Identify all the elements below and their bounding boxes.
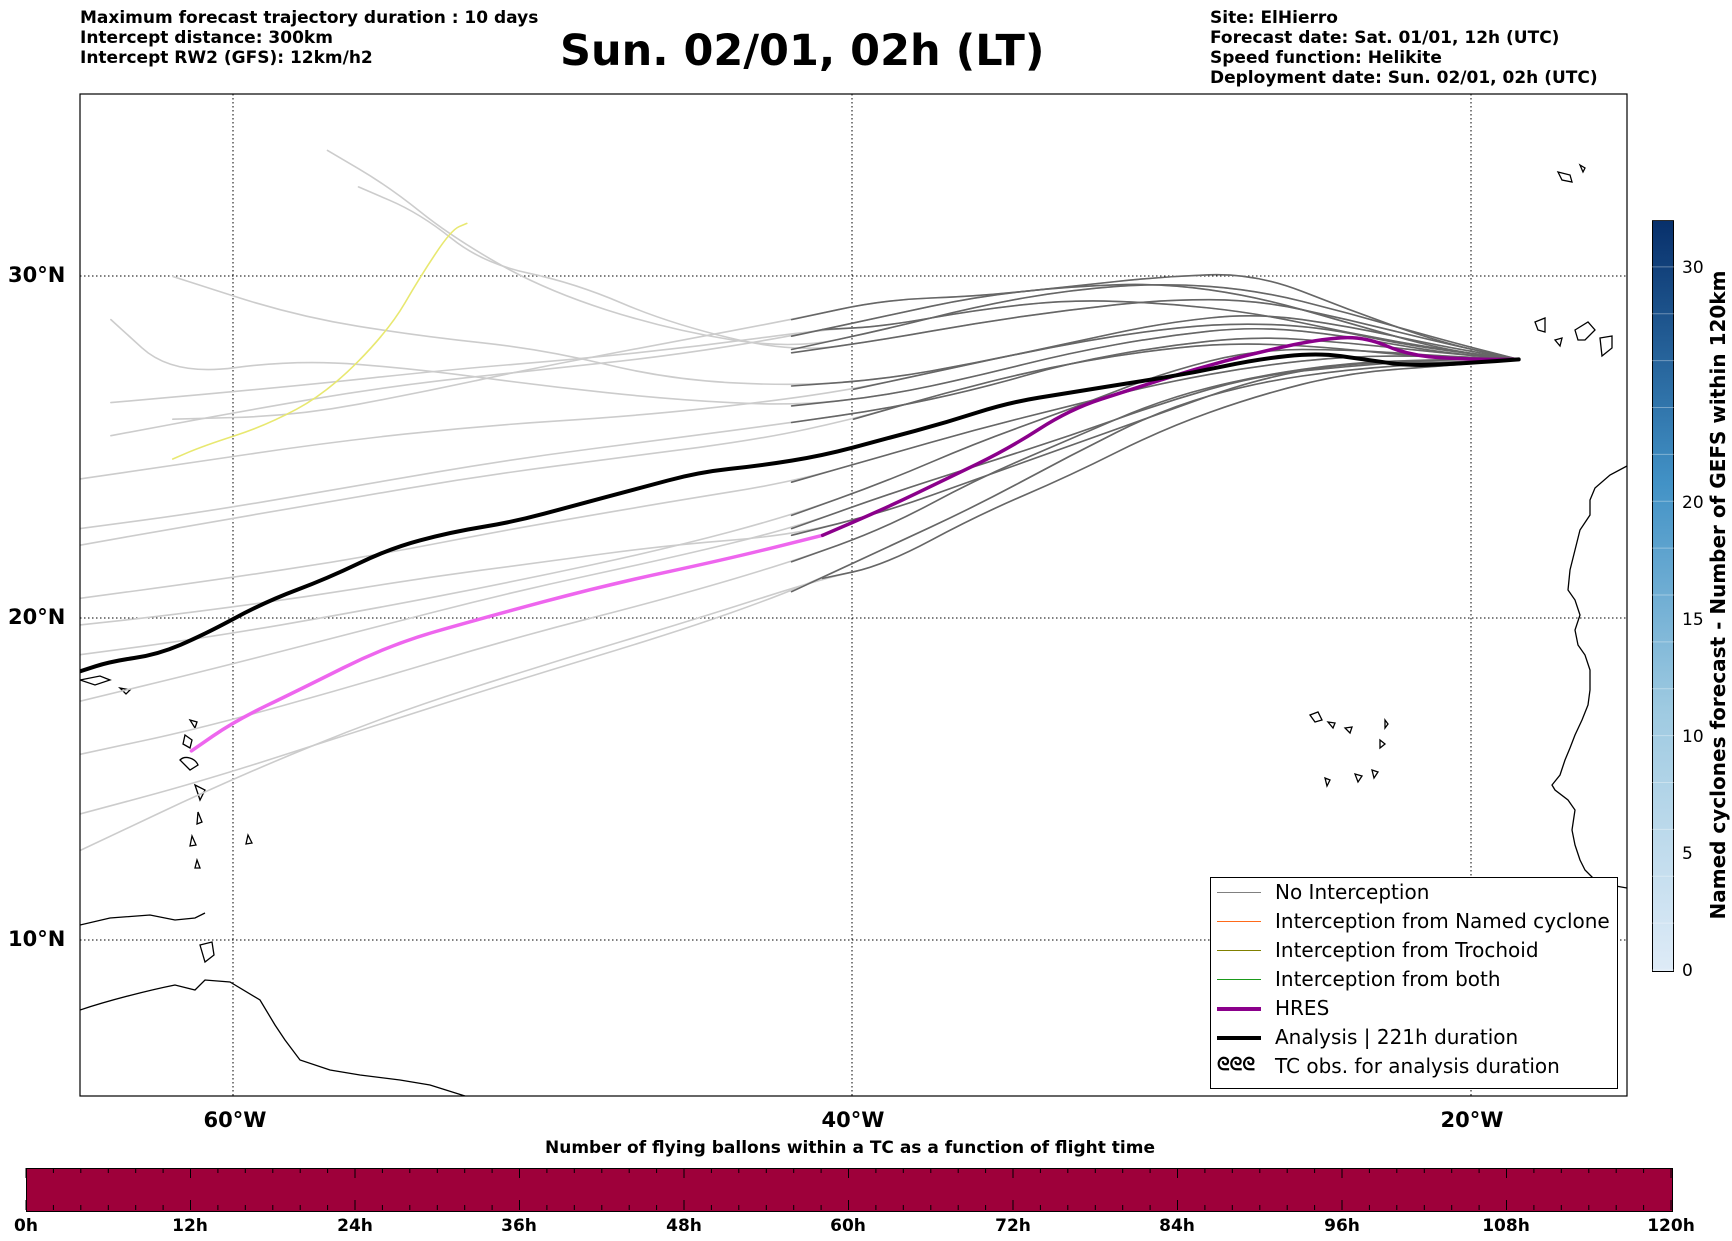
- legend-row-named-cyclone: Interception from Named cyclone: [1211, 909, 1617, 935]
- flight-tick-24h: 24h: [337, 1216, 373, 1236]
- speed-function-text: Speed function: Helikite: [1210, 48, 1442, 68]
- coast-trinidad: [199, 941, 215, 964]
- analysis-track: [80, 352, 1521, 674]
- coast-caribbean-south: [80, 912, 206, 926]
- lon-label-20w: 20°W: [1440, 1108, 1504, 1132]
- legend-row-analysis: Analysis | 221h duration: [1211, 1025, 1617, 1051]
- ensemble-track: [790, 348, 1520, 517]
- max-duration-text: Maximum forecast trajectory duration : 1…: [80, 8, 539, 28]
- cbar-tick-15: 15: [1682, 610, 1704, 630]
- flight-tick-60h: 60h: [830, 1216, 866, 1236]
- hres-track-faded: [189, 533, 825, 753]
- site-text: Site: ElHierro: [1210, 8, 1338, 28]
- flight-tick-72h: 72h: [995, 1216, 1031, 1236]
- legend: No Interception Interception from Named …: [1210, 877, 1618, 1089]
- map-frame: [79, 93, 1628, 1097]
- ensemble-track-faded: [80, 355, 1520, 600]
- yellow-track: [172, 222, 468, 460]
- legend-label: Interception from Named cyclone: [1275, 909, 1610, 933]
- page-title: Sun. 02/01, 02h (LT): [560, 26, 1045, 76]
- legend-swatch: [1217, 1036, 1261, 1040]
- ensemble-track-faded: [80, 343, 1520, 546]
- ensemble-track: [790, 327, 1520, 407]
- legend-swatch: [1217, 1007, 1261, 1011]
- legend-row-no-interception: No Interception: [1211, 880, 1617, 906]
- coast-canary-islands: [1534, 317, 1613, 358]
- legend-label: No Interception: [1275, 880, 1430, 904]
- intercept-distance-text: Intercept distance: 300km: [80, 28, 333, 48]
- coast-madeira: [1556, 163, 1586, 183]
- flight-tick-0h: 0h: [14, 1216, 38, 1236]
- cbar-tick-5: 5: [1682, 844, 1693, 864]
- legend-row-hres: HRES: [1211, 996, 1617, 1022]
- ensemble-track-faded: [357, 186, 1520, 361]
- bottom-colorbar-title: Number of flying ballons within a TC as …: [544, 1138, 1155, 1158]
- cbar-tick-30: 30: [1682, 258, 1704, 278]
- ensemble-track-faded: [80, 358, 1520, 852]
- lat-label-10n: 10°N: [8, 927, 66, 951]
- colorbar-label: Named cyclones forecast - Number of GEFS…: [1706, 270, 1730, 920]
- flight-tick-48h: 48h: [666, 1216, 702, 1236]
- legend-label: Analysis | 221h duration: [1275, 1025, 1519, 1049]
- legend-label: Interception from both: [1275, 967, 1501, 991]
- coast-south-america: [80, 979, 466, 1096]
- forecast-date-text: Forecast date: Sat. 01/01, 12h (UTC): [1210, 28, 1560, 48]
- flight-tick-36h: 36h: [501, 1216, 537, 1236]
- legend-swatch: [1217, 892, 1261, 893]
- cbar-tick-20: 20: [1682, 493, 1704, 513]
- ensemble-track-faded: [326, 149, 1520, 361]
- yellow-trajectory: [172, 222, 468, 460]
- legend-row-tc-obs: ᘓᘓᘓ TC obs. for analysis duration: [1211, 1054, 1617, 1080]
- flight-tick-120h: 120h: [1647, 1216, 1695, 1236]
- tc-symbol-icon: ᘓᘓᘓ: [1217, 1054, 1256, 1075]
- legend-label: Interception from Trochoid: [1275, 938, 1539, 962]
- ensemble-track: [790, 315, 1520, 387]
- ensemble-track-faded: [80, 358, 1520, 702]
- coast-africa: [1551, 465, 1627, 889]
- lat-label-30n: 30°N: [8, 263, 66, 287]
- intercept-rw2-text: Intercept RW2 (GFS): 12km/h2: [80, 48, 373, 68]
- legend-row-trochoid: Interception from Trochoid: [1211, 938, 1617, 964]
- cbar-tick-10: 10: [1682, 727, 1704, 747]
- coast-cape-verde: [1308, 711, 1389, 788]
- ensemble-track-faded: [80, 348, 1520, 656]
- faded-ensemble-tracks: [80, 149, 1520, 852]
- cbar-tick-0: 0: [1682, 961, 1693, 981]
- lon-label-40w: 40°W: [821, 1108, 885, 1132]
- ensemble-track: [790, 355, 1520, 483]
- coast-lesser-antilles: [182, 733, 253, 869]
- ensemble-track-faded: [80, 358, 1520, 626]
- legend-swatch: [1217, 921, 1261, 922]
- header-left: Maximum forecast trajectory duration : 1…: [80, 8, 538, 68]
- flight-tick-12h: 12h: [172, 1216, 208, 1236]
- ensemble-track-faded: [80, 337, 1520, 530]
- lon-label-60w: 60°W: [203, 1108, 267, 1132]
- ensemble-track: [790, 298, 1520, 361]
- legend-swatch: [1217, 950, 1261, 951]
- ensemble-track: [790, 283, 1520, 361]
- legend-swatch: [1217, 979, 1261, 980]
- ensemble-track: [790, 358, 1520, 563]
- flight-tick-84h: 84h: [1159, 1216, 1195, 1236]
- lat-label-20n: 20°N: [8, 605, 66, 629]
- ensemble-track-faded: [80, 358, 1520, 756]
- legend-row-both: Interception from both: [1211, 967, 1617, 993]
- analysis-track-line: [80, 352, 1521, 674]
- ensemble-track: [821, 358, 1520, 580]
- header-right: Site: ElHierro Forecast date: Sat. 01/01…: [1210, 8, 1598, 88]
- ensemble-track-faded: [110, 300, 1520, 404]
- legend-label: HRES: [1275, 996, 1330, 1020]
- flight-tick-108h: 108h: [1482, 1216, 1530, 1236]
- deployment-date-text: Deployment date: Sun. 02/01, 02h (UTC): [1210, 68, 1598, 88]
- legend-label: TC obs. for analysis duration: [1275, 1054, 1560, 1078]
- flight-time-colorbar: [26, 1168, 1673, 1212]
- coast-guadeloupe: [179, 718, 199, 771]
- flight-tick-96h: 96h: [1324, 1216, 1360, 1236]
- named-cyclones-colorbar: [1652, 220, 1674, 972]
